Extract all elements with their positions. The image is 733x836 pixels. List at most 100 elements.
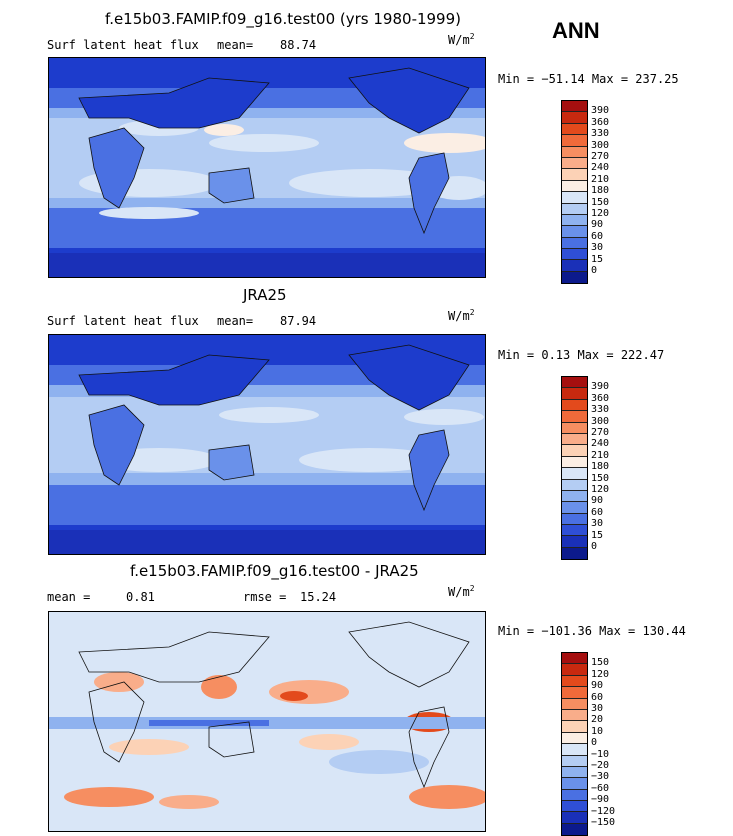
colorbar-swatch [562,249,587,261]
panel-3-rmse-value: 15.24 [300,590,337,604]
colorbar-swatch [562,536,587,548]
panel-2-minmax: Min = 0.13 Max = 222.47 [498,348,665,362]
colorbar-tick-label: 90 [591,219,604,231]
panel-3-colorbar [561,652,588,836]
colorbar-swatch [562,687,587,699]
colorbar-tick-label: 30 [591,242,604,254]
colorbar-swatch [562,422,587,434]
panel-3-mean-value: 0.81 [126,590,155,604]
colorbar-tick-label: 300 [591,139,610,151]
colorbar-swatch [562,698,587,710]
panel-1-variable: Surf latent heat flux [47,38,199,52]
colorbar-tick-label: 120 [591,668,610,680]
colorbar-swatch [562,744,587,756]
colorbar-tick-label: 390 [591,105,610,117]
colorbar-swatch [562,755,587,767]
colorbar-tick-label: −120 [591,805,616,817]
season-label: ANN [552,18,600,43]
colorbar-swatch [562,237,587,250]
colorbar-swatch [562,468,587,480]
colorbar-swatch [562,766,587,779]
panel-3-rmse-label: rmse = [243,590,287,604]
panel-1-map [48,57,486,278]
colorbar-swatch [562,513,587,526]
colorbar-tick-label: −150 [591,817,616,828]
colorbar-tick-label: 60 [591,230,604,242]
colorbar-tick-label: 15 [591,529,604,541]
colorbar-tick-label: −20 [591,760,610,771]
colorbar-swatch [562,203,587,215]
colorbar-tick-label: 240 [591,438,610,450]
colorbar-swatch [562,180,587,193]
colorbar-swatch [562,388,587,400]
colorbar-swatch [562,260,587,272]
colorbar-swatch [562,135,587,147]
colorbar-swatch [562,789,587,802]
colorbar-swatch [562,146,587,158]
colorbar-swatch [562,732,587,745]
colorbar-tick-label: −60 [591,782,610,794]
colorbar-swatch [562,456,587,469]
colorbar-tick-label: 360 [591,116,610,128]
panel-1-colorbar [561,100,588,285]
colorbar-tick-label: 150 [591,196,610,208]
colorbar-swatch [562,192,587,204]
colorbar-tick-label: 210 [591,449,610,461]
colorbar-swatch [562,778,587,790]
colorbar-swatch [562,653,587,665]
colorbar-swatch [562,547,587,560]
panel-1-title: f.e15b03.FAMIP.f09_g16.test00 (yrs 1980-… [105,10,462,28]
colorbar-tick-label: 150 [591,472,610,484]
colorbar-swatch [562,377,587,389]
colorbar-tick-label: 60 [591,691,604,703]
colorbar-tick-label: 360 [591,392,610,404]
colorbar-tick-label: 180 [591,461,610,473]
colorbar-tick-label: 0 [591,265,598,276]
colorbar-swatch [562,721,587,733]
panel-2-colorbar [561,376,588,561]
colorbar-tick-label: 180 [591,185,610,197]
colorbar-swatch [562,812,587,824]
colorbar-tick-label: 30 [591,703,604,714]
colorbar-swatch [562,214,587,227]
colorbar-swatch [562,226,587,238]
colorbar-swatch [562,445,587,457]
colorbar-swatch [562,490,587,503]
panel-3-units: W/m2 [448,584,475,599]
colorbar-swatch [562,479,587,491]
colorbar-swatch [562,123,587,136]
colorbar-swatch [562,675,587,688]
panel-2-mean-value: 87.94 [280,314,317,328]
colorbar-tick-label: −10 [591,748,610,760]
colorbar-tick-label: 20 [591,714,604,726]
colorbar-tick-label: 390 [591,381,610,393]
colorbar-swatch [562,157,587,170]
colorbar-tick-label: 330 [591,404,610,416]
panel-1-mean-label: mean= [217,38,254,52]
colorbar-swatch [562,112,587,124]
panel-2-mean-label: mean= [217,314,254,328]
colorbar-tick-label: 330 [591,128,610,140]
colorbar-swatch [562,399,587,412]
colorbar-swatch [562,433,587,446]
colorbar-tick-label: 120 [591,208,610,219]
panel-2-title: JRA25 [243,286,287,304]
panel-3-mean-label: mean = [47,590,91,604]
colorbar-tick-label: 0 [591,737,598,749]
colorbar-tick-label: 90 [591,680,604,692]
colorbar-tick-label: 120 [591,484,610,495]
colorbar-tick-label: 300 [591,415,610,427]
colorbar-tick-label: 0 [591,541,598,552]
colorbar-swatch [562,411,587,423]
panel-2-units: W/m2 [448,308,475,323]
panel-2-map [48,334,486,555]
colorbar-swatch [562,823,587,836]
panel-1-mean-value: 88.74 [280,38,317,52]
colorbar-tick-label: 15 [591,253,604,265]
colorbar-tick-label: 10 [591,725,604,737]
colorbar-tick-label: 60 [591,506,604,518]
colorbar-swatch [562,169,587,181]
panel-3-minmax: Min = −101.36 Max = 130.44 [498,624,686,638]
colorbar-swatch [562,502,587,514]
colorbar-tick-label: 270 [591,427,610,438]
